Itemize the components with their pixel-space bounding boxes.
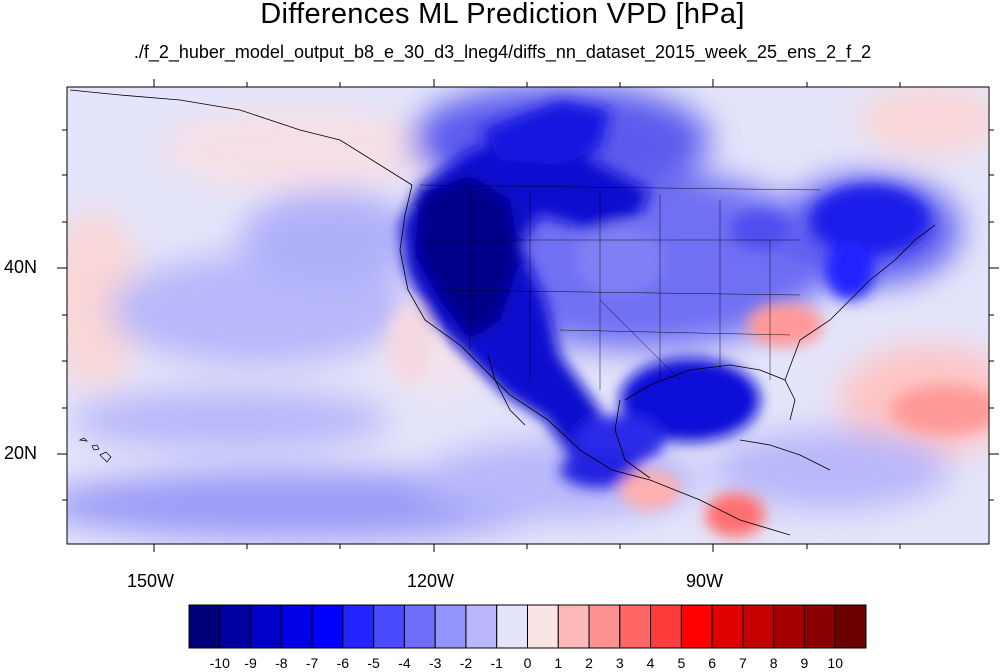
colorbar-label: 6 — [708, 655, 717, 671]
colorbar-label: 0 — [523, 655, 532, 671]
state-boundaries — [419, 184, 821, 390]
colorbar-box — [373, 604, 405, 649]
colorbar-label: -3 — [428, 655, 442, 671]
map-subtitle: ./f_2_huber_model_output_b8_e_30_d3_lneg… — [133, 42, 872, 62]
colorbar-label: -9 — [244, 655, 257, 671]
colorbar-label: -1 — [490, 655, 503, 671]
colorbar-box — [803, 604, 836, 649]
y-tick-label-20n: 20N — [4, 443, 38, 463]
colorbar-label: 9 — [800, 655, 809, 671]
colorbar-label: -10 — [209, 655, 230, 671]
x-tick-label-90w: 90W — [686, 571, 724, 591]
colorbar-box — [742, 604, 775, 649]
colorbar — [188, 604, 867, 649]
map-title: Differences ML Prediction VPD [hPa] — [260, 0, 745, 30]
colorbar-box — [434, 604, 467, 649]
colorbar-label: 3 — [615, 655, 624, 671]
colorbar-box — [834, 604, 867, 649]
colorbar-box — [527, 604, 559, 649]
colorbar-box — [342, 604, 375, 649]
colorbar-box — [711, 604, 744, 649]
colorbar-box — [465, 604, 498, 649]
x-tick-label-150w: 150W — [127, 571, 175, 591]
colorbar-box — [773, 604, 805, 649]
colorbar-box — [250, 604, 282, 649]
colorbar-label: -2 — [459, 655, 473, 671]
colorbar-label: -6 — [336, 655, 350, 671]
colorbar-label: -8 — [275, 655, 288, 671]
colorbar-label: 4 — [646, 655, 655, 671]
colorbar-box — [188, 604, 221, 649]
map-field — [67, 87, 989, 544]
strong-anomaly-layer — [388, 100, 989, 537]
colorbar-box — [280, 604, 313, 649]
y-tick-label-40n: 40N — [4, 257, 38, 277]
coastlines — [69, 89, 936, 536]
x-tick-label-120w: 120W — [407, 571, 455, 591]
colorbar-label: 10 — [827, 655, 844, 671]
colorbar-label: -7 — [305, 655, 319, 671]
colorbar-label: -4 — [398, 655, 411, 671]
colorbar-box — [619, 604, 652, 649]
hawaii-islands — [78, 437, 112, 463]
colorbar-label: 7 — [739, 655, 747, 671]
colorbar-box — [680, 604, 713, 649]
colorbar-box — [588, 604, 621, 649]
colorbar-label: 8 — [769, 655, 778, 671]
colorbar-box — [650, 604, 682, 649]
tick-marks — [57, 79, 999, 552]
colorbar-box — [496, 604, 528, 649]
colorbar-label: -5 — [367, 655, 380, 671]
colorbar-label: 1 — [554, 655, 563, 671]
colorbar-box — [219, 604, 252, 649]
colorbar-box — [557, 604, 590, 649]
colorbar-box — [311, 604, 344, 649]
colorbar-box — [403, 604, 436, 649]
colorbar-label: 2 — [585, 655, 593, 671]
colorbar-label: 5 — [677, 655, 686, 671]
